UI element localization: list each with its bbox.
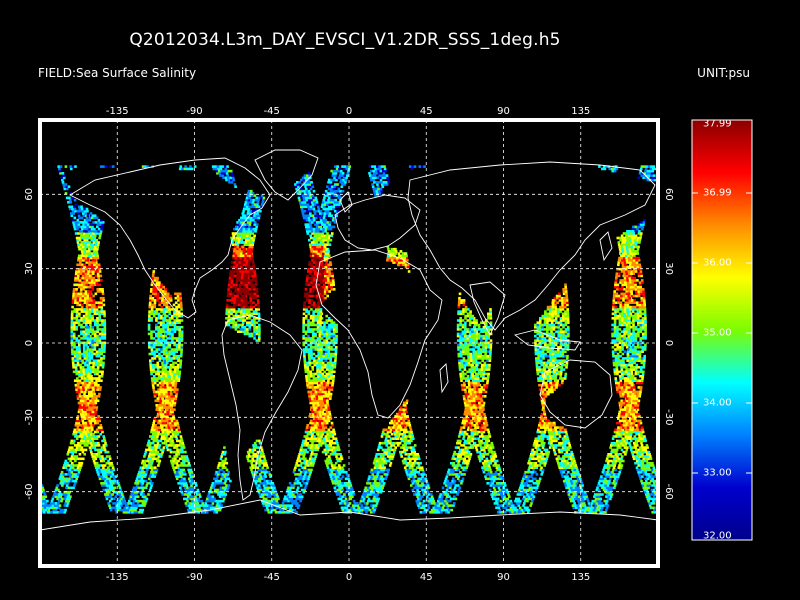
map-title: Q2012034.L3m_DAY_EVSCI_V1.2DR_SSS_1deg.h… (129, 30, 561, 50)
lon-tick-top: 45 (420, 106, 433, 117)
lat-tick-right: 30 (663, 262, 674, 275)
colorbar-label: 33.00 (703, 467, 732, 479)
lat-tick-right: -60 (663, 483, 674, 499)
coastline-greenland (254, 149, 319, 201)
colorbar-label: 36.00 (703, 257, 732, 269)
lat-tick-left: 30 (24, 262, 35, 275)
lon-tick-bottom: -90 (186, 572, 202, 583)
coastline-europe (334, 194, 421, 251)
lon-tick-top: -45 (264, 106, 280, 117)
lat-tick-right: -30 (663, 409, 674, 425)
lon-tick-top: -90 (186, 106, 202, 117)
latitude-ticks-right: 60 30 0 -30 -60 (663, 188, 674, 500)
lon-tick-top: 135 (571, 106, 590, 117)
colorbar-label: 35.00 (703, 327, 732, 339)
coastline-indonesia (513, 329, 581, 351)
lat-tick-left: 0 (24, 340, 35, 346)
map-frame (38, 118, 660, 568)
coastlines (40, 149, 658, 566)
coastline-antarctica (40, 499, 658, 566)
coastline-japan (599, 231, 613, 262)
field-label: FIELD:Sea Surface Salinity (38, 66, 197, 80)
lon-tick-bottom: -135 (106, 572, 129, 583)
latitude-ticks-left: 60 30 0 -30 -60 (24, 188, 35, 500)
longitude-ticks-top: -135 -90 -45 0 45 90 135 (106, 106, 590, 117)
coastline-south-america (221, 314, 303, 501)
lon-tick-bottom: -45 (264, 572, 280, 583)
unit-label: UNIT:psu (697, 66, 750, 80)
coastline-india (469, 281, 506, 337)
lat-tick-left: -30 (24, 409, 35, 425)
coastline-africa (315, 249, 443, 419)
longitude-ticks-bottom: -135 -90 -45 0 45 90 135 (106, 572, 590, 583)
lon-tick-bottom: 90 (497, 572, 510, 583)
colorbar-label: 36.99 (703, 187, 732, 199)
lon-tick-top: -135 (106, 106, 129, 117)
lon-tick-top: 0 (346, 106, 352, 117)
colorbar-ticks (692, 192, 752, 474)
colorbar-label: 34.00 (703, 397, 732, 409)
colorbar-label: 32.00 (703, 530, 732, 542)
colorbar (691, 119, 753, 541)
lon-tick-bottom: 45 (420, 572, 433, 583)
salinity-swaths (40, 165, 658, 514)
lat-tick-right: 0 (663, 340, 674, 346)
lat-tick-left: 60 (24, 188, 35, 201)
coastline-madagascar (439, 363, 449, 394)
graticule (40, 120, 658, 566)
coastline-north-america (69, 157, 271, 319)
lon-tick-bottom: 135 (571, 572, 590, 583)
lat-tick-left: -60 (24, 483, 35, 499)
lon-tick-bottom: 0 (346, 572, 352, 583)
lat-tick-right: 60 (663, 188, 674, 201)
coastline-asia (407, 161, 656, 331)
coastline-australia (539, 359, 613, 429)
colorbar-label: 37.99 (703, 118, 732, 130)
coastline-uk (339, 191, 353, 213)
lon-tick-top: 90 (497, 106, 510, 117)
